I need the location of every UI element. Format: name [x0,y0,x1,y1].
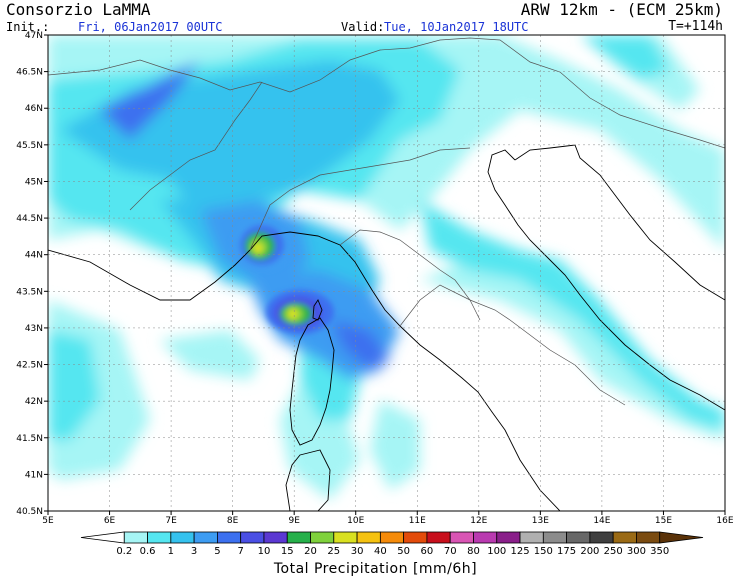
valid-label: Valid: [341,20,385,34]
colorbar-swatch [659,531,704,544]
colorbar-level-label: 250 [604,546,623,557]
colorbar-level-label: 15 [281,546,294,557]
lon-label: 16E [716,516,733,526]
colorbar-swatch [519,531,544,544]
lon-label: 12E [470,516,487,526]
colorbar-title: Total Precipitation [mm/6h] [273,561,478,577]
forecast-step: T=+114h [668,19,723,34]
graticule [48,35,725,511]
colorbar-level-label: 3 [191,546,197,557]
lat-label: 45.5N [16,141,43,151]
colorbar-level-label: 0.6 [140,546,156,557]
colorbar-swatch [286,531,311,544]
colorbar-swatch [496,531,521,544]
colorbar-swatch [216,531,242,544]
lat-label: 42.5N [16,361,43,371]
lon-label: 11E [409,516,426,526]
colorbar-swatch [333,531,358,544]
lon-label: 5E [42,516,54,526]
colorbar-level-label: 100 [487,546,506,557]
colorbar-swatch [636,531,661,544]
colorbar-level-label: 60 [421,546,434,557]
lon-label: 14E [593,516,610,526]
colorbar-level-label: 10 [258,546,271,557]
colorbar-swatch [426,531,451,544]
lat-label: 45N [25,177,43,187]
colorbar-swatch [240,531,265,544]
lon-label: 6E [104,516,116,526]
latitude-axis: 47N 46.5N 46N 45.5N 45N 44.5N 44N 43.5N 43N 42.5N… [16,31,48,517]
lat-label: 42N [25,397,43,407]
colorbar-swatch [542,531,568,544]
lat-label: 41.5N [16,434,43,444]
map-plot-area [48,35,725,511]
colorbar-swatch [403,531,428,544]
colorbar-level-label: 175 [557,546,576,557]
colorbar-level-label: 200 [580,546,599,557]
colorbar-level-label: 7 [237,546,243,557]
lat-label: 40.5N [16,507,43,517]
valid-value: Tue, 10Jan2017 18UTC [384,20,529,34]
colorbar-level-label: 70 [444,546,457,557]
colorbar-swatch [123,531,148,544]
colorbar-level-label: 0.2 [116,546,132,557]
colorbar-swatch [473,531,498,544]
model-label: ARW 12km - (ECM 25km) [520,0,723,19]
lat-label: 47N [25,31,43,41]
colorbar-level-label: 150 [534,546,553,557]
colorbar-swatch [263,531,288,544]
colorbar-swatch [80,531,125,544]
colorbar-level-label: 20 [304,546,317,557]
lon-label: 8E [227,516,239,526]
lon-label: 13E [532,516,549,526]
lon-label: 9E [288,516,300,526]
colorbar-swatch [193,531,218,544]
lat-label: 46N [25,104,43,114]
colorbar-swatch [310,531,335,544]
map-title: Consorzio LaMMA [6,0,151,19]
colorbar-swatch [612,531,637,544]
colorbar-level-label: 50 [397,546,410,557]
lat-label: 46.5N [16,68,43,78]
colorbar-swatch [449,531,474,544]
colorbar-level-label: 5 [214,546,220,557]
colorbar-swatch [589,531,614,544]
colorbar-level-label: 25 [327,546,340,557]
colorbar-level-label: 125 [510,546,529,557]
lon-label: 10E [347,516,364,526]
colorbar-level-label: 40 [374,546,387,557]
precip-field [48,35,725,500]
lon-label: 15E [655,516,672,526]
lat-label: 44N [25,251,43,261]
borders [48,37,725,406]
map-frame [47,34,726,512]
colorbar: 0.2 0.6 1 3 5 7 10 15 20 25 30 40 50 60 70 80 100 125 150 1… [80,531,704,557]
lat-label: 43.5N [16,287,43,297]
lat-label: 44.5N [16,214,43,224]
colorbar-swatch [379,531,405,544]
colorbar-level-label: 30 [351,546,364,557]
longitude-axis: 5E 6E 7E 8E 9E 10E 11E 12E 13E 14E 15E 16E [42,511,734,526]
colorbar-level-label: 300 [627,546,646,557]
colorbar-swatch [566,531,591,544]
init-label: Init.: [6,20,50,34]
colorbar-swatch [356,531,381,544]
lat-label: 41N [25,470,43,480]
lat-label: 43N [25,324,43,334]
colorbar-level-label: 1 [168,546,174,557]
lon-label: 7E [165,516,177,526]
init-value: Fri, 06Jan2017 00UTC [78,20,223,34]
colorbar-level-label: 350 [650,546,669,557]
colorbar-swatch [170,531,195,544]
colorbar-swatch [147,531,172,544]
colorbar-level-label: 80 [467,546,480,557]
coastlines [48,144,725,511]
